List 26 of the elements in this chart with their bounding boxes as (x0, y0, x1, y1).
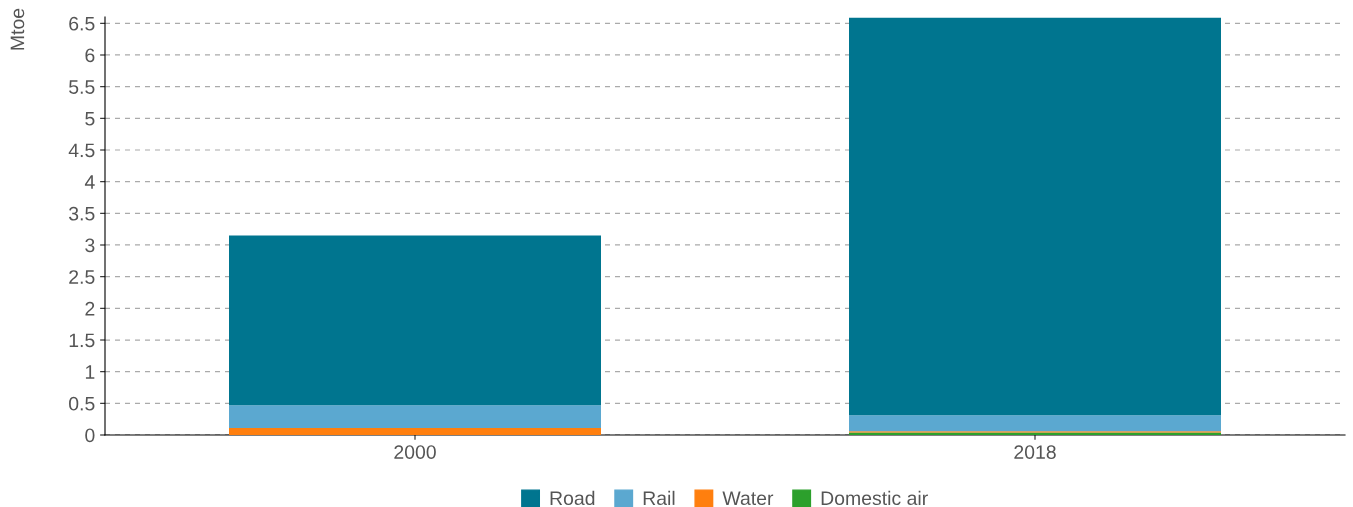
legend-label: Domestic air (821, 490, 928, 506)
x-tick-label: 2000 (394, 445, 436, 459)
y-tick-label: 3.5 (68, 206, 95, 221)
y-tick-label: 4.5 (68, 143, 95, 158)
x-tick-label: 2018 (1014, 445, 1056, 459)
legend-label: Water (722, 491, 774, 506)
y-tick-label: 1 (85, 365, 95, 379)
y-tick-label: 4 (84, 175, 95, 189)
bar (849, 17, 1221, 416)
legend-label: Road (550, 490, 595, 506)
y-axis-title: Mtoe (10, 8, 25, 50)
bar (229, 428, 601, 435)
y-tick-label: 6 (85, 48, 95, 63)
y-tick-label: 2 (85, 301, 95, 316)
y-tick-label: 5.5 (69, 80, 95, 94)
y-tick-label: 0.5 (69, 396, 95, 411)
y-tick-label: 5 (85, 112, 95, 126)
y-tick-label: 3 (85, 238, 95, 253)
y-tick-label: 2.5 (69, 270, 95, 284)
y-tick-label: 6.5 (69, 16, 95, 31)
y-tick-label: 0 (85, 428, 95, 443)
y-tick-label: 1.5 (69, 333, 95, 348)
legend-label: Rail (643, 490, 675, 506)
bar (229, 405, 601, 429)
bar (849, 415, 1221, 432)
bar (229, 235, 601, 406)
